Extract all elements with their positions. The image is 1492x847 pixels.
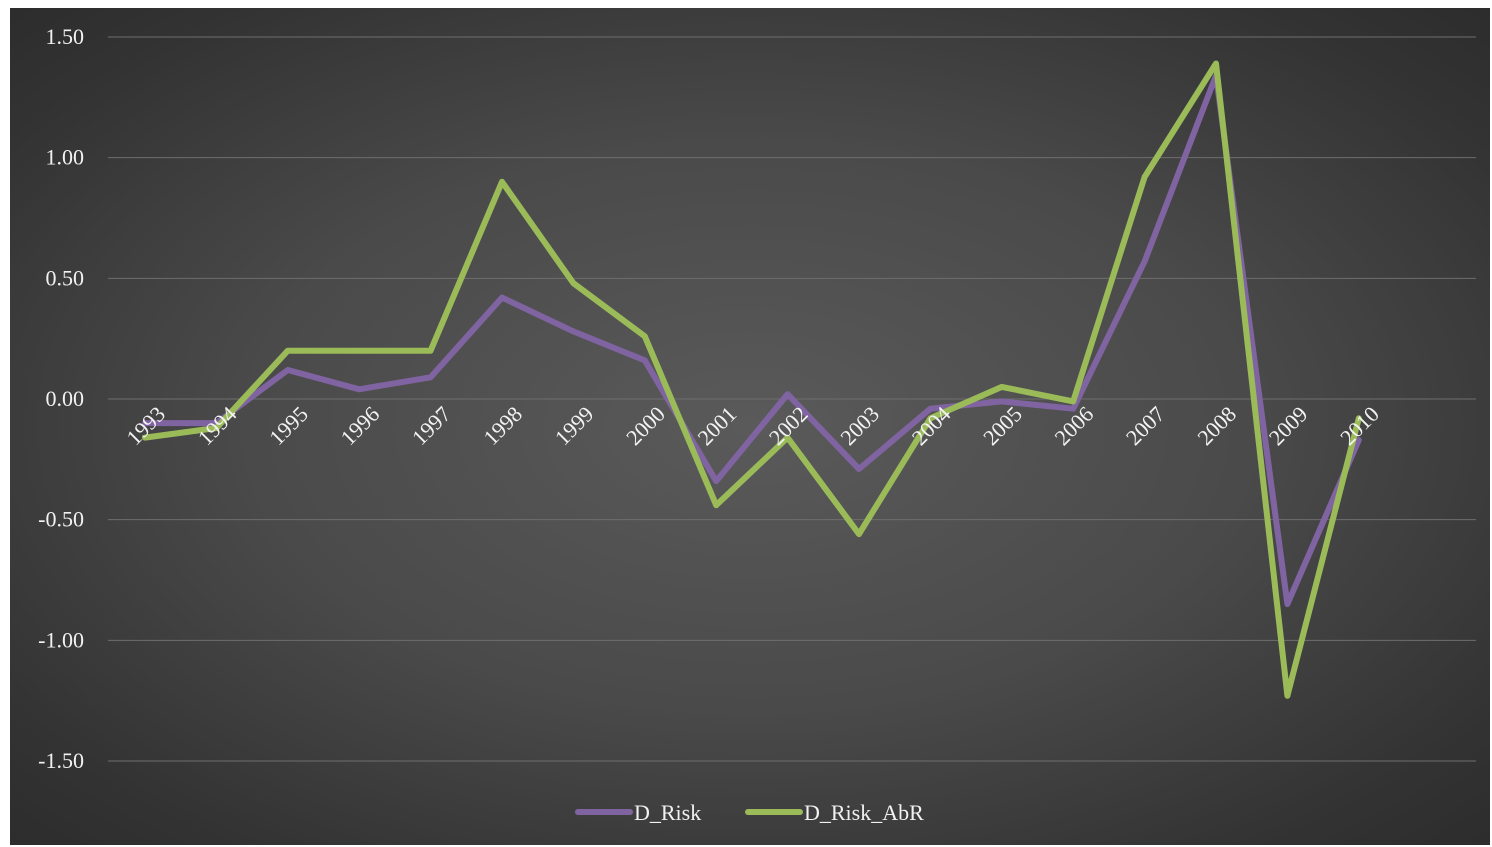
x-tick-label: 2003 xyxy=(835,401,884,450)
x-tick-label: 1993 xyxy=(121,401,170,450)
x-tick-label: 1999 xyxy=(550,401,599,450)
x-tick-label: 2009 xyxy=(1264,401,1313,450)
x-tick-label: 2000 xyxy=(621,401,670,450)
y-tick-label: -1.50 xyxy=(38,748,84,773)
legend-label: D_Risk_AbR xyxy=(804,800,924,825)
x-tick-label: 2005 xyxy=(978,401,1027,450)
y-tick-label: -0.50 xyxy=(38,507,84,532)
y-tick-label: -1.00 xyxy=(38,627,84,652)
x-tick-label: 1996 xyxy=(336,401,385,450)
y-tick-label: 0.50 xyxy=(46,265,85,290)
x-tick-label: 1997 xyxy=(407,401,456,450)
x-axis-tick-labels: 1993 1994 1995 1996 1997 1998 1999 2000 2001 2002… xyxy=(121,401,1384,450)
x-tick-label: 2007 xyxy=(1121,401,1170,450)
legend-label: D_Risk xyxy=(634,800,701,825)
chart-area xyxy=(10,8,1490,845)
series-line-d-risk-abr xyxy=(142,60,1362,699)
x-tick-label: 1998 xyxy=(478,401,527,450)
x-tick-label: 2010 xyxy=(1335,401,1384,450)
y-tick-label: 1.00 xyxy=(46,145,85,170)
gridlines xyxy=(108,36,1476,762)
y-tick-label: 1.50 xyxy=(46,24,85,49)
series-lines xyxy=(142,60,1362,699)
y-axis-tick-labels: 1.50 1.00 0.50 0.00 -0.50 -1.00 -1.50 xyxy=(38,24,84,773)
x-tick-label: 1995 xyxy=(264,401,313,450)
legend: D_Risk D_Risk_AbR xyxy=(575,800,924,825)
series-line-d-risk xyxy=(142,72,1362,608)
x-tick-label: 2008 xyxy=(1192,401,1241,450)
y-tick-label: 0.00 xyxy=(46,386,85,411)
x-tick-label: 2001 xyxy=(693,401,742,450)
